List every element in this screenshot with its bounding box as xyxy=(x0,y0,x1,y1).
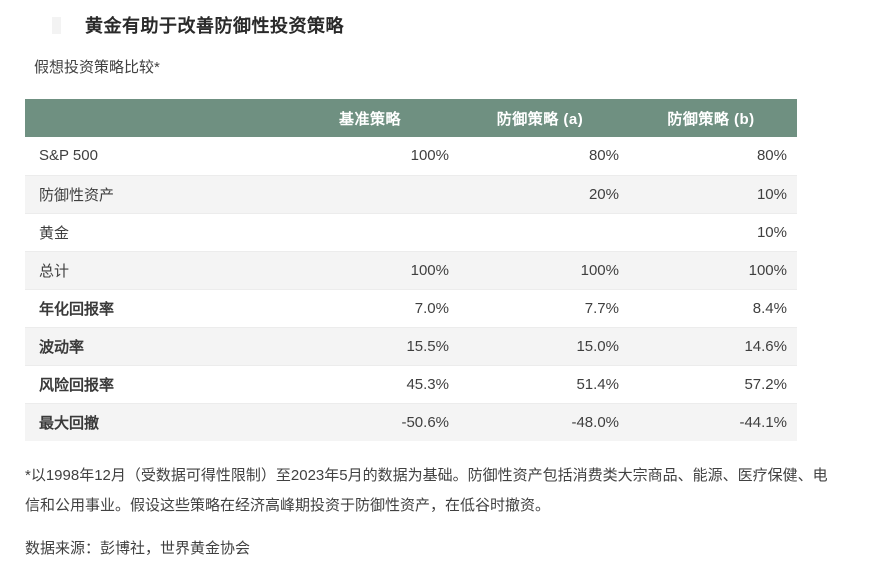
cell-value: 14.6% xyxy=(625,326,797,365)
page-title: 黄金有助于改善防御性投资策略 xyxy=(85,16,344,36)
strategy-comparison-table: 基准策略 防御策略 (a) 防御策略 (b) S&P 500 100% 80% … xyxy=(25,99,797,441)
row-label: 总计 xyxy=(25,250,285,289)
table-body: S&P 500 100% 80% 80% 防御性资产 20% 10% 黄金 10… xyxy=(25,137,797,441)
table-row-total: 总计 100% 100% 100% xyxy=(25,250,797,289)
cell-value: 100% xyxy=(285,250,455,289)
cell-value: 10% xyxy=(625,174,797,213)
row-label: 波动率 xyxy=(25,326,285,365)
cell-value: 45.3% xyxy=(285,364,455,403)
cell-value: 100% xyxy=(410,147,449,165)
cell-value xyxy=(285,212,455,251)
row-label: 最大回撤 xyxy=(25,402,285,441)
row-label: 风险回报率 xyxy=(25,364,285,403)
header-cell-empty xyxy=(25,99,285,137)
cell-value: 7.7% xyxy=(455,288,625,327)
cell-value: 8.4% xyxy=(625,288,797,327)
cell-value xyxy=(455,212,625,251)
table-subtitle: 假想投资策略比较* xyxy=(34,59,160,76)
cell-value: 7.0% xyxy=(285,288,455,327)
cell-value: 20% xyxy=(455,174,625,213)
cell-value: 100% xyxy=(455,250,625,289)
cell-value: 100% xyxy=(625,250,797,289)
table-row-defensive-assets: 防御性资产 20% 10% xyxy=(25,174,797,213)
row-label: S&P 500 xyxy=(39,147,98,165)
row-label: 黄金 xyxy=(25,212,285,251)
table-row-volatility: 波动率 15.5% 15.0% 14.6% xyxy=(25,326,797,365)
table-header-row: 基准策略 防御策略 (a) 防御策略 (b) xyxy=(25,99,797,137)
row-label: 年化回报率 xyxy=(25,288,285,327)
faint-marker-icon xyxy=(52,17,61,34)
table-row-annualized-return: 年化回报率 7.0% 7.7% 8.4% xyxy=(25,288,797,327)
cell-value: 57.2% xyxy=(625,364,797,403)
cell-value: -44.1% xyxy=(625,402,797,441)
cell-value: 51.4% xyxy=(455,364,625,403)
cell-value: 15.5% xyxy=(285,326,455,365)
cell-value: -50.6% xyxy=(285,402,455,441)
title-row: 黄金有助于改善防御性投资策略 xyxy=(25,14,876,38)
table-row-risk-return: 风险回报率 45.3% 51.4% 57.2% xyxy=(25,364,797,403)
cell-value: 80% xyxy=(756,147,787,165)
row-label: 防御性资产 xyxy=(25,174,285,213)
header-cell-defensive-strategy-b: 防御策略 (b) xyxy=(625,99,797,137)
footnote: *以1998年12月（受数据可得性限制）至2023年5月的数据为基础。防御性资产… xyxy=(25,467,828,514)
cell-value xyxy=(285,174,455,213)
table-header: 基准策略 防御策略 (a) 防御策略 (b) xyxy=(25,99,797,137)
table-row-gold: 黄金 10% xyxy=(25,212,797,251)
data-source: 数据来源：彭博社，世界黄金协会 xyxy=(25,540,251,557)
cell-value: 10% xyxy=(625,212,797,251)
table-row-sp500: S&P 500 100% 80% 80% xyxy=(25,137,797,175)
cell-value: -48.0% xyxy=(455,402,625,441)
table-row-max-drawdown: 最大回撤 -50.6% -48.0% -44.1% xyxy=(25,402,797,441)
header-cell-defensive-strategy-a: 防御策略 (a) xyxy=(455,99,625,137)
cell-value: 15.0% xyxy=(455,326,625,365)
cell-value: 80% xyxy=(588,147,619,165)
header-cell-benchmark-strategy: 基准策略 xyxy=(285,99,455,137)
